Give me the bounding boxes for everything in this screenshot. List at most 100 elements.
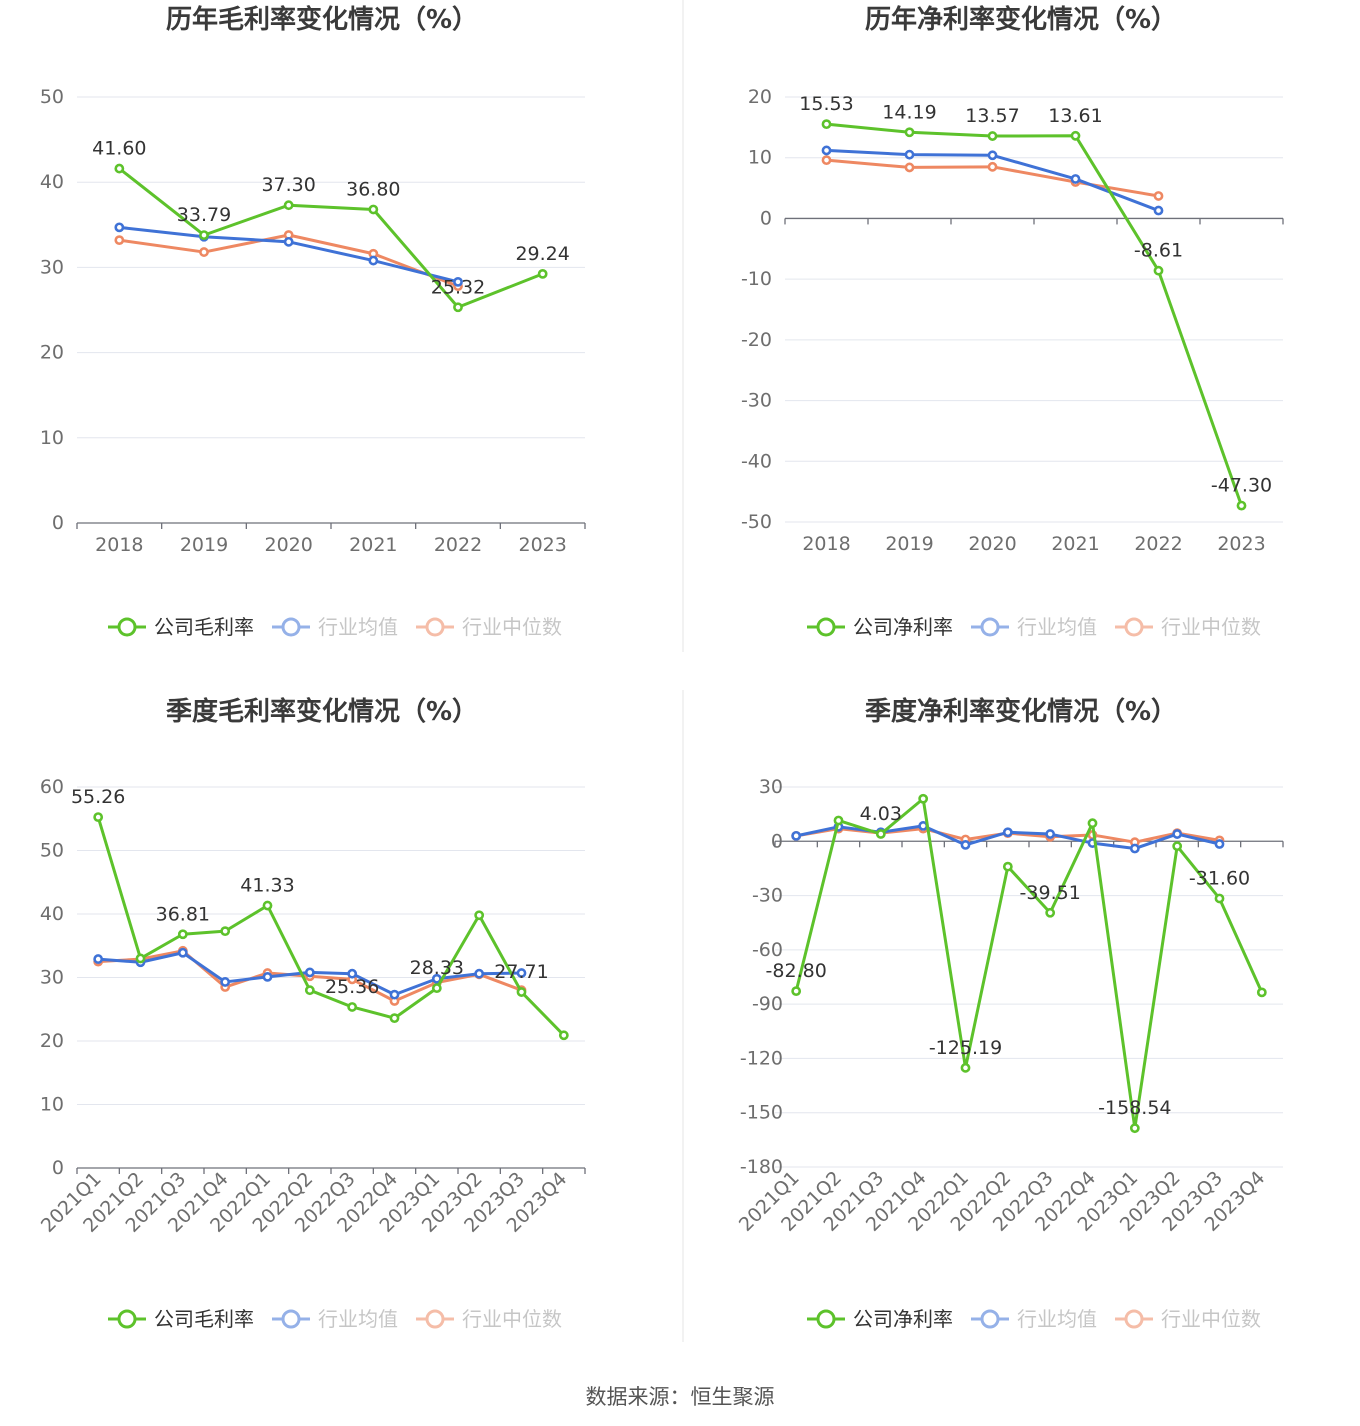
y-tick-label: 10 <box>748 147 772 169</box>
data-label: 15.53 <box>799 93 853 115</box>
data-label: 41.33 <box>240 875 294 897</box>
data-point-company <box>1045 907 1056 918</box>
data-point-avg <box>1045 829 1056 839</box>
data-point-avg <box>304 967 315 978</box>
legend-label: 行业中位数 <box>1161 1307 1261 1331</box>
legend-label: 行业均值 <box>1017 615 1097 639</box>
data-point-avg <box>93 954 104 964</box>
legend-item-company: 公司毛利率 <box>108 615 254 639</box>
legend-marker-icon <box>980 1309 1000 1329</box>
y-tick-label: -30 <box>752 885 783 907</box>
legend-item-company: 公司净利率 <box>807 615 953 639</box>
y-tick-label: -120 <box>740 1047 783 1069</box>
x-tick-label: 2020 <box>968 533 1016 555</box>
data-point-company <box>1129 1123 1140 1134</box>
data-point-avg <box>516 968 527 978</box>
data-point-company <box>1172 841 1183 852</box>
data-point-avg <box>347 968 358 979</box>
y-tick-label: -10 <box>741 268 772 290</box>
data-label: 13.61 <box>1048 105 1102 127</box>
y-tick-label: 30 <box>40 967 64 989</box>
data-point-median <box>1153 191 1164 201</box>
data-point-avg <box>431 973 442 984</box>
data-point-company <box>1070 130 1081 141</box>
data-point-avg <box>220 977 231 987</box>
data-point-company <box>833 815 844 826</box>
data-label: 4.03 <box>860 803 902 825</box>
legend-marker-icon <box>1124 617 1144 637</box>
y-tick-label: 20 <box>748 86 772 108</box>
data-point-company <box>1087 818 1098 829</box>
y-tick-label: 50 <box>40 840 64 862</box>
x-tick-label: 2019 <box>885 533 933 555</box>
data-label: -125.19 <box>929 1037 1002 1059</box>
data-point-avg <box>389 989 400 1000</box>
y-tick-label: 10 <box>40 1094 64 1116</box>
data-label: -39.51 <box>1020 882 1081 904</box>
data-point-company <box>516 987 527 997</box>
chart-1: 历年毛利率变化情况（%） 0 10 20 30 40 50 2018 2019 2020 2021 2… <box>40 4 586 639</box>
data-point-avg <box>821 145 832 156</box>
data-point-company <box>114 163 125 174</box>
legend-item-median: 行业中位数 <box>1115 615 1261 639</box>
data-point-company <box>347 1002 358 1012</box>
legend-item-median: 行业中位数 <box>1115 1307 1261 1331</box>
y-tick-label: 0 <box>760 207 772 229</box>
legend-item-avg: 行业均值 <box>971 1307 1097 1331</box>
data-point-avg <box>1172 829 1183 839</box>
legend-marker-icon <box>980 617 1000 637</box>
data-point-company <box>93 812 104 822</box>
x-tick-label: 2021 <box>349 534 397 556</box>
legend-marker-icon <box>425 617 445 637</box>
legend-item-avg: 行业均值 <box>971 615 1097 639</box>
data-label: 29.24 <box>515 243 569 265</box>
data-label: 36.81 <box>156 903 210 925</box>
chart-title: 历年净利率变化情况（%） <box>865 4 1177 35</box>
data-label: -82.80 <box>766 960 827 982</box>
data-label: 25.32 <box>431 276 485 298</box>
data-label: 13.57 <box>965 105 1019 127</box>
data-point-company <box>1236 500 1247 511</box>
series-line-company <box>826 122 1243 507</box>
legend-label: 行业均值 <box>1017 1307 1097 1331</box>
y-tick-label: -180 <box>740 1156 783 1178</box>
series-line-company <box>118 167 544 309</box>
data-point-avg <box>1129 843 1140 854</box>
legend-marker-icon <box>425 1309 445 1329</box>
legend-label: 行业均值 <box>318 1307 398 1331</box>
legend-label: 公司毛利率 <box>154 1307 254 1331</box>
legend-label: 公司净利率 <box>853 615 953 639</box>
data-point-avg <box>474 968 485 979</box>
y-tick-label: -20 <box>741 329 772 351</box>
data-source-note: 数据来源：恒生聚源 <box>585 1385 775 1409</box>
y-tick-label: 40 <box>40 903 64 925</box>
y-tick-label: 0 <box>52 512 64 534</box>
x-tick-label: 2023 <box>1217 533 1265 555</box>
data-point-company <box>431 983 442 994</box>
y-tick-label: 40 <box>40 171 64 193</box>
data-point-company <box>1153 265 1164 276</box>
data-point-median <box>987 161 998 172</box>
legend-item-company: 公司净利率 <box>807 1307 953 1331</box>
legend-item-company: 公司毛利率 <box>108 1307 254 1331</box>
data-point-company <box>389 1013 400 1024</box>
legend-label: 公司净利率 <box>853 1307 953 1331</box>
legend-label: 行业中位数 <box>462 615 562 639</box>
data-point-avg <box>904 149 915 160</box>
data-point-avg <box>453 276 463 287</box>
data-label: -158.54 <box>1098 1097 1171 1119</box>
data-label: -31.60 <box>1189 867 1250 889</box>
chart-title: 季度净利率变化情况（%） <box>865 696 1177 727</box>
x-tick-label: 2021 <box>1051 533 1099 555</box>
legend-marker-icon <box>816 617 836 637</box>
series-line-company <box>794 797 1264 1130</box>
data-point-median <box>199 247 209 257</box>
data-point-avg <box>791 830 802 841</box>
data-label: 28.33 <box>410 957 464 979</box>
data-point-company <box>960 1062 971 1073</box>
data-point-company <box>177 929 188 940</box>
legend-item-median: 行业中位数 <box>416 1307 562 1331</box>
legend-marker-icon <box>117 1309 137 1329</box>
x-tick-label: 2018 <box>95 534 143 556</box>
